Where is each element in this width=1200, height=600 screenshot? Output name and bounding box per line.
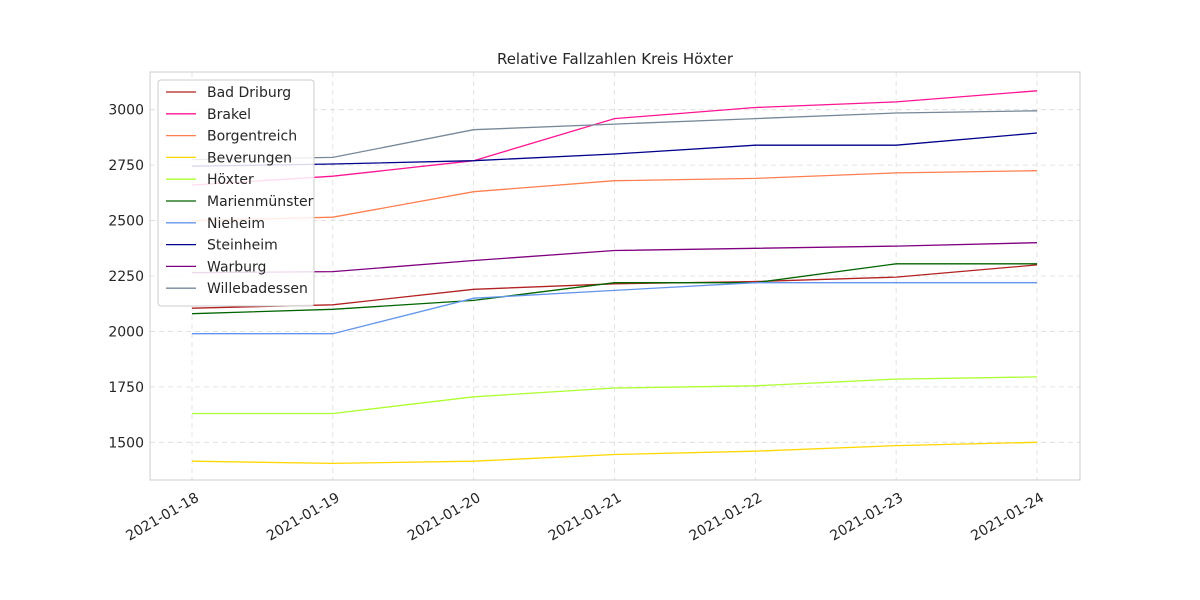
y-tick-label: 2000 [108,324,144,340]
y-tick-label: 1750 [108,380,144,396]
legend-label: Warburg [207,259,266,275]
y-tick-label: 2250 [108,269,144,285]
y-tick-label: 1500 [108,435,144,451]
legend: Bad Driburg Brakel Borgentreich Beverungen H… [157,79,315,307]
legend-label: Borgentreich [207,129,297,145]
legend-box [157,79,315,307]
legend-label: Nieheim [207,216,265,232]
series-line [192,282,1037,335]
legend-label: Höxter [207,172,254,188]
legend-label: Steinheim [207,238,278,254]
series-line [191,441,1038,465]
x-tick-label: 2021-01-18 [123,490,201,545]
series-line [191,90,1038,186]
series-line [191,263,1037,315]
x-tick-label: 2021-01-22 [687,490,765,545]
x-tick-label: 2021-01-23 [827,490,905,545]
x-tick-label: 2021-01-20 [405,490,483,545]
legend-label: Beverungen [207,150,292,166]
x-tick-label: 2021-01-24 [968,490,1047,545]
y-axis-ticks: 1500 1750 2000 2250 2500 2750 3000 [108,103,144,452]
x-tick-label: 2021-01-19 [264,490,342,545]
series-line [191,170,1038,222]
y-tick-label: 2500 [108,214,144,230]
series-line [191,110,1038,161]
x-tick-label: 2021-01-21 [546,490,624,545]
legend-label: Bad Driburg [207,85,291,101]
chart-title: Relative Fallzahlen Kreis Höxter [497,50,734,68]
series-line [191,132,1038,167]
series-lines [191,90,1038,465]
legend-label: Brakel [207,107,251,123]
legend-label: Willebadessen [207,281,308,297]
series-line [191,242,1038,274]
series-line [192,376,1038,415]
legend-label: Marienmünster [207,194,314,210]
x-axis-ticks: 2021-01-18 2021-01-19 2021-01-20 2021-01-21… [123,490,1047,545]
plot-frame [149,71,1081,481]
y-tick-label: 3000 [108,103,144,119]
series-line [191,264,1038,309]
y-tick-label: 2750 [108,158,144,174]
